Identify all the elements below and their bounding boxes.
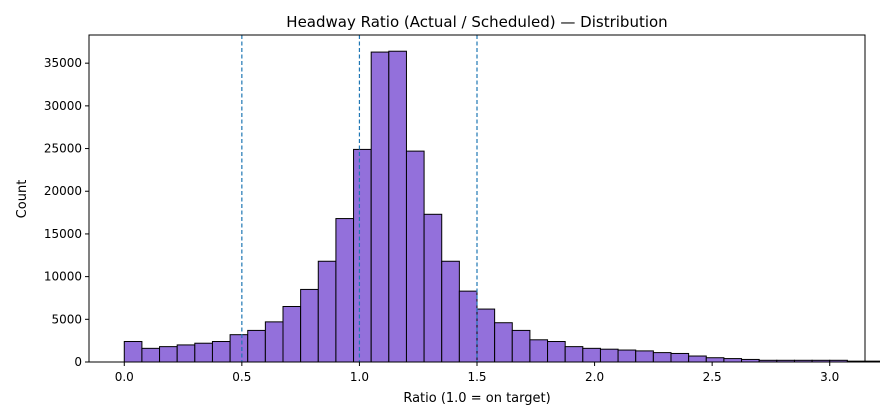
histogram-bar	[211, 341, 231, 363]
y-tick-label: 5000	[51, 312, 82, 326]
histogram-bar	[176, 344, 196, 363]
histogram-bar	[441, 260, 460, 363]
chart-title: Headway Ratio (Actual / Scheduled) — Dis…	[286, 13, 667, 31]
y-axis-label: Count	[15, 180, 30, 219]
histogram-bar	[511, 329, 531, 363]
histogram-bar	[353, 148, 372, 363]
x-tick-label: 0.5	[232, 370, 251, 384]
histogram-bar	[529, 339, 549, 363]
histogram-bar	[688, 355, 707, 363]
histogram-bar	[229, 334, 249, 363]
y-tick-label: 0	[74, 355, 82, 369]
histogram-bar	[423, 213, 443, 363]
x-axis: 0.0 0.5 1.0 1.5 2.0 2.5 3.0	[115, 362, 839, 384]
histogram-bar	[300, 288, 319, 363]
y-axis: 0 5000 10000 15000 20000 25000 30000 35000	[44, 56, 89, 369]
histogram-bar	[705, 357, 725, 363]
y-tick-label: 15000	[44, 227, 82, 241]
histogram-bar	[388, 50, 407, 363]
histogram-bar	[335, 218, 355, 363]
histogram-bar	[864, 360, 880, 363]
histogram-bar	[635, 350, 654, 363]
histogram-bar	[617, 349, 637, 363]
histogram-bar	[582, 347, 601, 363]
histogram-bar	[141, 347, 161, 363]
x-tick-label: 2.0	[585, 370, 604, 384]
histogram-bar	[247, 329, 266, 363]
histogram-bar	[159, 346, 178, 363]
histogram-bar	[405, 150, 425, 363]
histogram-bar	[547, 341, 566, 363]
x-tick-label: 0.0	[115, 370, 134, 384]
histogram-bar	[123, 341, 143, 363]
plot-area	[88, 34, 880, 363]
histogram-bar	[652, 352, 672, 363]
histogram-bar	[458, 290, 478, 363]
y-tick-label: 30000	[44, 99, 82, 113]
histogram-bar	[476, 308, 496, 363]
histogram-bar	[370, 51, 390, 363]
histogram-bar	[564, 346, 584, 363]
histogram-bar	[317, 260, 337, 363]
x-tick-label: 2.5	[703, 370, 722, 384]
x-tick-label: 1.0	[350, 370, 369, 384]
histogram-bar	[599, 348, 619, 363]
y-tick-label: 20000	[44, 184, 82, 198]
y-tick-label: 10000	[44, 270, 82, 284]
x-tick-label: 1.5	[467, 370, 486, 384]
histogram-bar	[264, 321, 284, 363]
histogram-bar	[194, 342, 213, 363]
y-tick-label: 35000	[44, 56, 82, 70]
histogram-bar	[494, 322, 513, 363]
histogram-bar	[282, 306, 302, 363]
x-axis-label: Ratio (1.0 = on target)	[403, 391, 550, 406]
y-tick-label: 25000	[44, 142, 82, 156]
histogram-bar	[670, 352, 690, 363]
x-tick-label: 3.0	[820, 370, 839, 384]
histogram-bar	[723, 358, 743, 363]
